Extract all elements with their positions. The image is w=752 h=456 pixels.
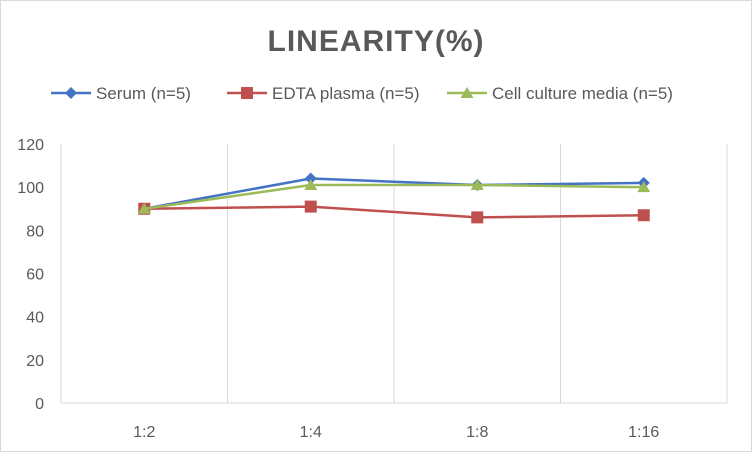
legend-marker bbox=[65, 87, 77, 99]
series-line bbox=[144, 183, 644, 210]
series bbox=[137, 179, 651, 214]
y-tick-label: 80 bbox=[26, 223, 44, 240]
legend: Serum (n=5) EDTA plasma (n=5) Cell culture… bbox=[51, 84, 673, 103]
legend-label: Serum (n=5) bbox=[96, 84, 191, 103]
y-tick-label: 40 bbox=[26, 310, 44, 327]
y-tick-label: 20 bbox=[26, 353, 44, 370]
legend-label: Cell culture media (n=5) bbox=[492, 84, 673, 103]
data-point bbox=[470, 179, 484, 191]
legend-item: EDTA plasma (n=5) bbox=[227, 84, 420, 103]
x-tick-label: 1:16 bbox=[628, 424, 659, 441]
data-point bbox=[304, 200, 317, 213]
x-tick-label: 1:4 bbox=[300, 424, 322, 441]
legend-marker bbox=[241, 87, 253, 99]
y-tick-label: 0 bbox=[35, 396, 44, 413]
axes: 0 20 40 60 80 100 120 1:2 1:4 1:8 1:16 bbox=[17, 137, 727, 441]
chart-title: LINEARITY(%) bbox=[268, 25, 485, 58]
vertical-gridlines bbox=[60, 144, 728, 403]
x-tick-label: 1:8 bbox=[466, 424, 488, 441]
legend-label: EDTA plasma (n=5) bbox=[272, 84, 420, 103]
x-tick-label: 1:2 bbox=[133, 424, 155, 441]
data-point bbox=[471, 211, 484, 224]
y-tick-label: 100 bbox=[17, 180, 44, 197]
legend-item: Serum (n=5) bbox=[51, 84, 191, 103]
y-tick-label: 60 bbox=[26, 267, 44, 284]
y-tick-label: 120 bbox=[17, 137, 44, 154]
series bbox=[138, 200, 650, 224]
legend-marker bbox=[460, 87, 474, 98]
series-group bbox=[137, 172, 651, 224]
data-point bbox=[637, 209, 650, 222]
series-line bbox=[144, 205, 644, 219]
legend-item: Cell culture media (n=5) bbox=[447, 84, 673, 103]
data-point bbox=[137, 202, 151, 214]
series-line bbox=[144, 177, 644, 210]
data-point bbox=[304, 172, 317, 185]
data-point bbox=[304, 179, 318, 191]
data-point bbox=[637, 181, 651, 193]
